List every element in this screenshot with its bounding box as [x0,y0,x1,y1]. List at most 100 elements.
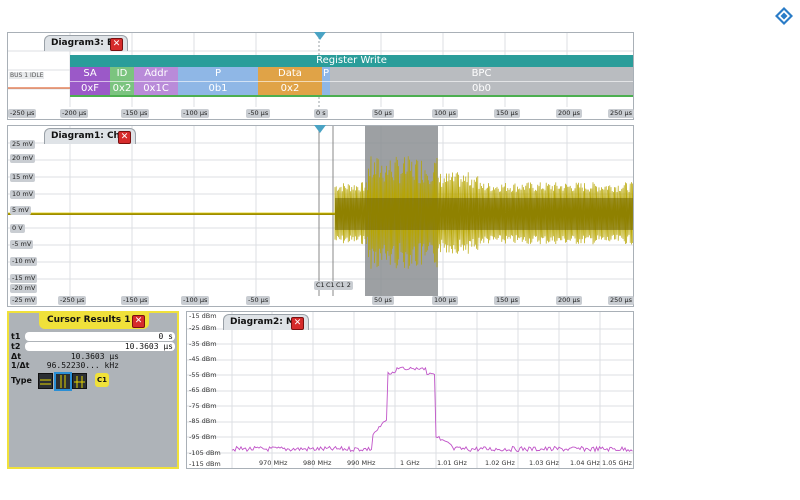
cursor-type-horizontal-icon[interactable] [38,373,53,389]
cursor-label[interactable]: C1 [324,281,337,290]
close-icon[interactable]: ✕ [118,131,131,144]
field-name: P [178,67,258,82]
y-tick: -5 mV [10,240,34,249]
x-tick: 250 µs [608,109,634,118]
y-tick: -25 mV [10,296,38,305]
tab-diagram2[interactable]: Diagram2: M4 ✕ [223,314,309,330]
x-tick: -150 µs [121,296,150,305]
row-key: t2 [11,342,21,351]
row-value: 10.3603 µs [70,352,119,361]
y-tick: -15 dBm [189,312,217,320]
y-tick: -20 mV [10,284,38,293]
x-tick: 200 µs [556,109,582,118]
cursor-results-panel: Cursor Results 1 ✕ t1 0 s t2 10.3603 µs … [7,311,179,469]
x-tick: -150 µs [121,109,150,118]
diagram1-grid [8,126,633,296]
source-badge[interactable]: C1 [95,373,109,387]
field-name: Addr [134,67,178,82]
field-p2[interactable]: P [322,67,330,95]
source-badge-label: C1 [96,376,107,384]
x-tick: 1.01 GHz [437,459,467,467]
y-tick: -65 dBm [189,386,217,394]
field-underline [70,95,633,97]
row-key: 1/Δt [11,361,30,370]
x-tick: 0 s [314,109,328,118]
frame-label: Register Write [316,55,387,66]
rs-diamond-logo-icon [774,6,794,26]
x-tick: 200 µs [556,296,582,305]
t1-value-field[interactable] [25,332,175,341]
row-delta-t: Δt 10.3603 µs [11,352,177,362]
row-value: 10.3603 µs [124,342,173,351]
tab-cursor-results[interactable]: Cursor Results 1 ✕ [39,313,149,329]
tab-diagram1[interactable]: Diagram1: Ch1 ✕ [44,128,136,144]
row-value: 96.52230... kHz [46,361,119,370]
row-inv-delta-t: 1/Δt 96.52230... kHz [11,361,177,371]
cursor-label[interactable]: C1 2 [334,281,353,290]
x-tick: -200 µs [60,109,89,118]
y-tick: 20 mV [10,154,36,163]
x-tick: 970 MHz [259,459,288,467]
field-name: Data [258,67,322,82]
x-tick: 50 µs [372,296,394,305]
y-tick: 15 mV [10,173,36,182]
x-tick: -50 µs [246,296,271,305]
cursor-label[interactable]: C1 [314,281,327,290]
x-tick: 980 MHz [303,459,332,467]
field-addr[interactable]: Addr 0x1C [134,67,178,95]
diagram2-grid [187,312,633,468]
tab-diagram3[interactable]: Diagram3: B1 ✕ [44,35,128,51]
field-value: 0x1C [143,83,169,94]
y-tick: -55 dBm [189,371,217,379]
diagram1-panel: Diagram1: Ch1 ✕ 25 mV 20 mV 15 mV 10 mV … [7,125,634,307]
field-bpc[interactable]: BPC 0b0 [330,67,633,95]
diagram2-title: Diagram2: M4 [230,317,302,327]
x-tick: 1 GHz [400,459,420,467]
field-name: ID [110,67,134,82]
field-name: BPC [330,67,633,82]
trigger-marker-icon[interactable] [314,125,326,133]
signal-trace [334,156,633,269]
field-sa[interactable]: SA 0xF [70,67,110,95]
field-value [322,82,330,95]
x-tick: 100 µs [432,109,458,118]
y-tick: -10 mV [10,257,38,266]
cursor-results-title: Cursor Results 1 [47,315,131,325]
diagram3-panel: Diagram3: B1 ✕ BUS 1 IDLE Register Write… [7,32,634,120]
x-tick: -250 µs [8,109,37,118]
y-tick: -95 dBm [189,433,217,441]
x-tick: -100 µs [181,296,210,305]
y-tick: -45 dBm [189,355,217,363]
field-value: 0b1 [208,83,228,94]
cursor-type-both-icon[interactable] [72,373,87,389]
x-tick: 250 µs [608,296,634,305]
field-name: SA [70,67,110,82]
x-tick: 990 MHz [347,459,376,467]
y-tick: -15 mV [10,274,38,283]
x-tick: 100 µs [432,296,458,305]
diagram1-title: Diagram1: Ch1 [51,131,127,141]
close-icon[interactable]: ✕ [291,317,304,330]
x-tick: 150 µs [494,109,520,118]
field-id[interactable]: ID 0x2 [110,67,134,95]
field-value: 0x2 [280,83,300,94]
row-value: 0 s [158,332,173,341]
trigger-marker-icon[interactable] [314,32,326,40]
row-key: Δt [11,352,22,361]
y-tick: -75 dBm [189,402,217,410]
type-label: Type [11,376,32,385]
y-tick: -35 dBm [189,340,217,348]
x-tick: 50 µs [372,109,394,118]
close-icon[interactable]: ✕ [110,38,123,51]
y-tick: 5 mV [10,206,31,215]
row-t2: t2 10.3603 µs [11,342,177,352]
cursor-type-vertical-icon[interactable] [54,372,72,391]
close-icon[interactable]: ✕ [132,315,145,328]
t2-value-field[interactable] [25,342,175,351]
x-tick: -50 µs [246,109,271,118]
field-data[interactable]: Data 0x2 [258,67,322,95]
diagram3-title: Diagram3: B1 [51,38,121,48]
x-tick: 1.02 GHz [485,459,515,467]
field-p[interactable]: P 0b1 [178,67,258,95]
field-name: P [322,67,330,82]
